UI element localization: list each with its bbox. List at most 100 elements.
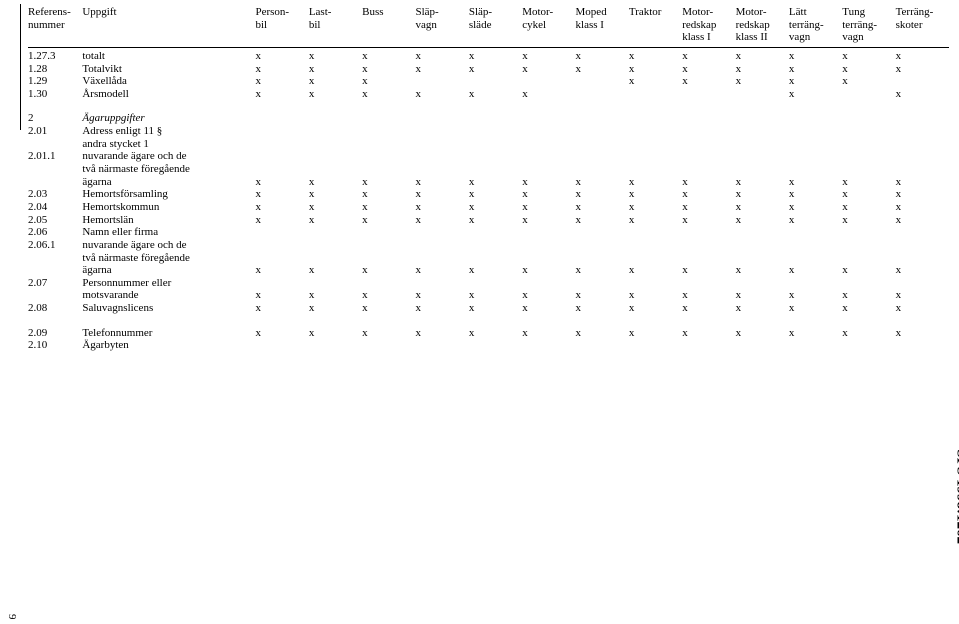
cell-data: x	[309, 289, 362, 302]
cell-data: x	[362, 214, 415, 227]
cell-data	[736, 138, 789, 151]
cell-ref: 1.29	[28, 75, 82, 88]
cell-data: x	[255, 75, 308, 88]
cell-data: x	[629, 188, 682, 201]
cell-data	[736, 125, 789, 138]
cell-data: x	[309, 88, 362, 101]
cell-data: x	[309, 188, 362, 201]
cell-data: x	[629, 75, 682, 88]
cell-data	[416, 163, 469, 176]
cell-data: x	[416, 214, 469, 227]
cell-desc: Saluvagnslicens	[82, 302, 255, 315]
cell-data: x	[362, 302, 415, 315]
cell-data	[522, 163, 575, 176]
cell-data	[362, 226, 415, 239]
page-number: 9	[6, 614, 18, 620]
table-row: 2.03Hemortsförsamlingxxxxxxxxxxxxx	[28, 188, 949, 201]
cell-data: x	[629, 50, 682, 63]
cell-data	[309, 163, 362, 176]
col-header: Traktor	[629, 4, 682, 47]
table-row: 2.04Hemortskommunxxxxxxxxxxxxx	[28, 201, 949, 214]
cell-data	[842, 339, 895, 352]
cell-data	[416, 125, 469, 138]
cell-data: x	[842, 327, 895, 340]
cell-data: x	[469, 302, 522, 315]
col-header-line: Person-	[255, 6, 308, 19]
cell-data	[255, 112, 308, 125]
cell-data	[255, 125, 308, 138]
cell-data	[842, 252, 895, 265]
cell-data: x	[522, 327, 575, 340]
cell-data: x	[576, 50, 629, 63]
cell-data: x	[255, 327, 308, 340]
cell-data: x	[736, 188, 789, 201]
cell-data	[629, 239, 682, 252]
cell-data: x	[842, 214, 895, 227]
cell-data	[789, 239, 842, 252]
cell-data: x	[362, 289, 415, 302]
cell-data	[469, 277, 522, 290]
cell-data: x	[736, 75, 789, 88]
cell-data	[469, 138, 522, 151]
cell-ref: 2.08	[28, 302, 82, 315]
col-header-line: Motor-	[522, 6, 575, 19]
cell-ref: 2.09	[28, 327, 82, 340]
cell-data: x	[522, 63, 575, 76]
cell-data	[522, 252, 575, 265]
col-header: Buss	[362, 4, 415, 47]
cell-data	[309, 138, 362, 151]
cell-data	[736, 112, 789, 125]
table-row: ägarnaxxxxxxxxxxxxx	[28, 176, 949, 189]
col-header: Motor-cykel	[522, 4, 575, 47]
cell-data: x	[522, 188, 575, 201]
cell-data: x	[736, 289, 789, 302]
cell-data	[842, 138, 895, 151]
cell-data	[255, 163, 308, 176]
cell-desc: ägarna	[82, 176, 255, 189]
cell-data: x	[469, 188, 522, 201]
cell-data: x	[255, 50, 308, 63]
cell-data	[842, 163, 895, 176]
cell-data: x	[469, 201, 522, 214]
cell-data	[682, 138, 735, 151]
cell-data	[309, 339, 362, 352]
cell-desc: två närmaste föregående	[82, 163, 255, 176]
cell-data: x	[736, 214, 789, 227]
cell-data: x	[469, 289, 522, 302]
cell-data: x	[789, 88, 842, 101]
col-header-line: Lätt	[789, 6, 842, 19]
col-header-line: vagn	[789, 31, 842, 44]
col-header: Tungterräng-vagn	[842, 4, 895, 47]
cell-data	[682, 125, 735, 138]
cell-data: x	[896, 201, 949, 214]
cell-data	[469, 226, 522, 239]
cell-ref: 2.01.1	[28, 150, 82, 163]
cell-data	[682, 112, 735, 125]
cell-data: x	[629, 302, 682, 315]
col-header: Terräng-skoter	[896, 4, 949, 47]
col-header-line: klass II	[736, 31, 789, 44]
page: Referens-nummerUppgiftPerson-bilLast-bil…	[0, 0, 959, 624]
cell-data	[255, 138, 308, 151]
cell-data	[576, 88, 629, 101]
cell-data	[896, 339, 949, 352]
cell-data	[416, 75, 469, 88]
cell-data	[629, 277, 682, 290]
cell-data	[576, 277, 629, 290]
cell-data	[416, 150, 469, 163]
cell-desc: totalt	[82, 50, 255, 63]
cell-data	[576, 239, 629, 252]
cell-ref	[28, 176, 82, 189]
cell-ref: 2.07	[28, 277, 82, 290]
cell-data: x	[416, 289, 469, 302]
cell-ref	[28, 264, 82, 277]
cell-desc: två närmaste föregående	[82, 252, 255, 265]
cell-data	[736, 277, 789, 290]
col-header: Lättterräng-vagn	[789, 4, 842, 47]
cell-data	[416, 112, 469, 125]
col-header-line: Last-	[309, 6, 362, 19]
cell-data: x	[682, 201, 735, 214]
cell-data	[789, 339, 842, 352]
cell-data	[736, 226, 789, 239]
cell-data	[576, 339, 629, 352]
